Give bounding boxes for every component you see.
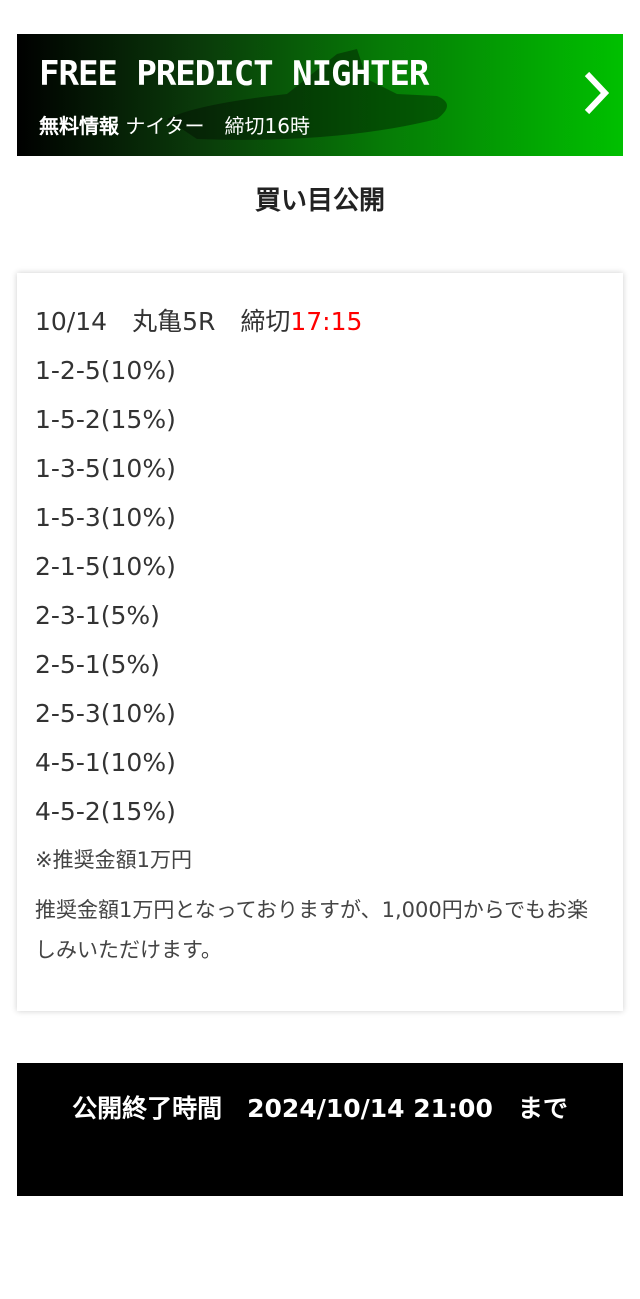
free-predict-nighter-banner[interactable]: FREE PREDICT NIGHTER 無料情報 ナイター 締切16時 bbox=[17, 34, 623, 156]
prediction-card: 10/14 丸亀5R 締切17:15 1-2-5(10%) 1-5-2(15%) 1… bbox=[17, 273, 623, 1011]
banner-subtitle: 無料情報 ナイター 締切16時 bbox=[39, 110, 310, 139]
recommended-amount-note: ※推奨金額1万円 bbox=[35, 848, 192, 872]
bet-item: 2-1-5(10%) bbox=[35, 552, 176, 581]
bet-item: 2-5-1(5%) bbox=[35, 650, 160, 679]
publish-end-time: 公開終了時間 2024/10/14 21:00 まで bbox=[17, 1063, 623, 1196]
bet-item: 1-3-5(10%) bbox=[35, 454, 176, 483]
race-date: 10/14 bbox=[35, 307, 108, 336]
boat-silhouette-icon bbox=[167, 49, 447, 140]
banner-subtitle-rest: ナイター 締切16時 bbox=[125, 114, 311, 138]
bet-item: 4-5-1(10%) bbox=[35, 748, 176, 777]
banner-title: FREE PREDICT NIGHTER bbox=[39, 54, 429, 94]
race-info: 10/14 丸亀5R 締切17:15 bbox=[35, 297, 605, 346]
bet-item: 1-5-3(10%) bbox=[35, 503, 176, 532]
bet-list: 1-2-5(10%) 1-5-2(15%) 1-3-5(10%) 1-5-3(10%)… bbox=[35, 346, 605, 836]
bet-item: 4-5-2(15%) bbox=[35, 797, 176, 826]
page-title: 買い目公開 bbox=[254, 186, 385, 216]
description: 推奨金額1万円となっておりますが、1,000円からでもお楽しみいただけます。 bbox=[35, 898, 589, 962]
bet-item: 2-5-3(10%) bbox=[35, 699, 176, 728]
deadline-label: 締切 bbox=[240, 307, 291, 336]
race-venue: 丸亀5R bbox=[132, 307, 216, 336]
banner-subtitle-bold: 無料情報 bbox=[39, 114, 119, 138]
chevron-right-icon bbox=[584, 71, 609, 115]
bet-item: 1-2-5(10%) bbox=[35, 356, 176, 385]
deadline-time: 17:15 bbox=[290, 307, 363, 336]
bet-item: 2-3-1(5%) bbox=[35, 601, 160, 630]
bet-item: 1-5-2(15%) bbox=[35, 405, 176, 434]
